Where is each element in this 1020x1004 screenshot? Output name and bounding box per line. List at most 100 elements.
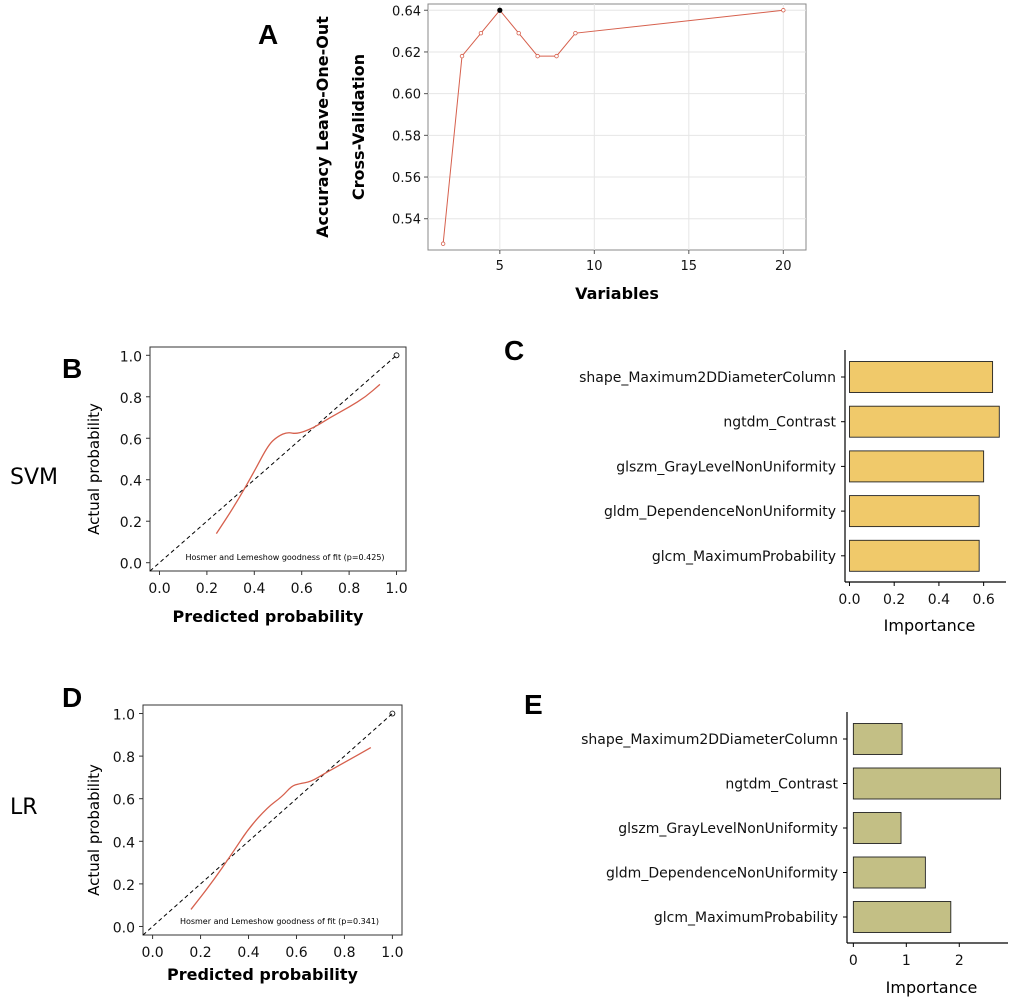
y-tick-label: 0.6 — [113, 793, 135, 809]
calibration-curve — [190, 746, 372, 910]
y-tick-label: 0.0 — [120, 557, 142, 573]
y-tick-label: 0.56 — [392, 171, 421, 186]
x-tick-label: 5 — [496, 259, 504, 274]
x-tick-label: 0.6 — [291, 581, 313, 597]
data-point — [459, 53, 465, 59]
x-tick-label: 0.8 — [333, 945, 355, 961]
data-point — [781, 8, 786, 13]
x-axis-title: Predicted probability — [173, 607, 365, 626]
x-tick-label: 1.0 — [385, 581, 407, 597]
x-tick-label: 0.0 — [148, 581, 170, 597]
x-tick-label: 0.2 — [883, 592, 905, 608]
panel-c-svm-importance: shape_Maximum2DDiameterColumn ngtdm_Contr… — [579, 350, 1006, 635]
ideal-endpoint-marker — [393, 352, 400, 359]
x-axis-title: Importance — [886, 978, 978, 997]
feature-label: gldm_DependenceNonUniformity — [606, 866, 838, 882]
x-tick-label: 0.2 — [196, 581, 218, 597]
x-tick-label: 0.4 — [243, 581, 265, 597]
x-tick-label: 1.0 — [381, 945, 403, 961]
data-point — [497, 7, 503, 13]
importance-bar — [849, 361, 994, 393]
data-point — [573, 30, 578, 36]
importance-bar — [852, 767, 1002, 800]
y-tick-label: 0.58 — [392, 129, 421, 144]
y-tick-label: 0.54 — [392, 213, 421, 228]
feature-label: ngtdm_Contrast — [725, 777, 838, 793]
feature-label: shape_Maximum2DDiameterColumn — [579, 370, 836, 386]
y-axis-title-line2: Cross-Validation — [349, 54, 368, 200]
panel-a-accuracy-chart: 0.54 0.56 0.58 0.60 0.62 0.64 5 10 15 20 Variables… — [313, 3, 807, 303]
row-label-lr: LR — [10, 795, 38, 820]
feature-label: glszm_GrayLevelNonUniformity — [616, 459, 836, 475]
y-tick-label: 0.8 — [113, 750, 135, 766]
hosmer-lemeshow-annotation: Hosmer and Lemeshow goodness of fit (p=0… — [180, 917, 379, 926]
x-tick-label: 0.0 — [838, 592, 860, 608]
importance-bar — [849, 539, 980, 572]
data-point — [440, 241, 446, 246]
x-tick-label: 10 — [586, 259, 603, 274]
y-tick-label: 1.0 — [120, 349, 142, 365]
x-tick-label: 0.6 — [285, 945, 307, 961]
calibration-curve — [215, 383, 381, 535]
row-label-svm: SVM — [10, 465, 58, 490]
ideal-endpoint-marker — [389, 710, 396, 717]
x-tick-label: 0.4 — [928, 592, 950, 608]
x-tick-label: 0.2 — [189, 945, 211, 961]
x-axis-title: Variables — [575, 284, 659, 303]
x-axis-title: Importance — [884, 616, 976, 635]
x-tick-label: 15 — [681, 259, 698, 274]
y-tick-label: 0.2 — [120, 515, 142, 531]
importance-bar — [849, 450, 985, 483]
x-tick-label: 1 — [902, 953, 911, 969]
importance-bar — [852, 901, 952, 933]
y-tick-label: 0.62 — [392, 46, 421, 61]
importance-bar — [849, 405, 1000, 438]
plot-frame — [427, 3, 807, 251]
y-axis-title-line1: Accuracy Leave-One-Out — [313, 16, 332, 238]
feature-label: glcm_MaximumProbability — [652, 549, 836, 565]
ideal-diagonal-line — [149, 354, 397, 572]
importance-bar — [852, 856, 926, 889]
y-tick-label: 0.64 — [392, 4, 421, 19]
y-axis-title: Actual probability — [85, 764, 103, 896]
y-tick-label: 0.4 — [113, 835, 135, 851]
data-point — [516, 30, 521, 36]
panel-letter-e: E — [524, 689, 543, 720]
feature-label: glszm_GrayLevelNonUniformity — [618, 821, 838, 837]
x-tick-label: 0 — [849, 953, 858, 969]
panel-letter-a: A — [258, 19, 278, 50]
y-tick-label: 0.60 — [392, 88, 421, 103]
importance-bar — [852, 723, 903, 755]
y-tick-label: 1.0 — [113, 708, 135, 724]
panel-e-lr-importance: shape_Maximum2DDiameterColumn ngtdm_Contr… — [581, 712, 1008, 997]
data-point — [554, 53, 559, 59]
importance-bar — [849, 495, 980, 528]
x-tick-label: 0.4 — [237, 945, 259, 961]
y-tick-label: 0.2 — [113, 878, 135, 894]
data-point — [478, 30, 484, 36]
x-tick-label: 0.8 — [338, 581, 360, 597]
panel-d-lr-calibration: 0.0 0.2 0.4 0.6 0.8 1.0 0.0 0.2 0.4 0.6 0.8 1.0 Hosm… — [85, 704, 404, 984]
hosmer-lemeshow-annotation: Hosmer and Lemeshow goodness of fit (p=0… — [185, 553, 384, 562]
y-tick-label: 0.4 — [120, 474, 142, 490]
panel-letter-b: B — [62, 353, 82, 384]
y-tick-label: 0.0 — [113, 920, 135, 936]
x-tick-label: 20 — [775, 259, 792, 274]
panel-letter-c: C — [504, 335, 524, 366]
x-tick-label: 2 — [955, 953, 964, 969]
y-axis-title: Actual probability — [85, 403, 103, 535]
feature-label: gldm_DependenceNonUniformity — [604, 504, 836, 520]
feature-label: ngtdm_Contrast — [723, 415, 836, 431]
y-tick-label: 0.8 — [120, 391, 142, 407]
x-axis-title: Predicted probability — [167, 965, 359, 984]
x-tick-label: 0.0 — [141, 945, 163, 961]
panel-b-svm-calibration: 0.0 0.2 0.4 0.6 0.8 1.0 0.0 0.2 0.4 0.6 0.8 1.0 Hosm… — [85, 346, 408, 626]
feature-label: glcm_MaximumProbability — [654, 910, 838, 926]
panel-letter-d: D — [62, 682, 82, 713]
x-tick-label: 0.6 — [973, 592, 995, 608]
importance-bar — [852, 812, 902, 844]
data-point — [535, 53, 540, 59]
y-tick-label: 0.6 — [120, 432, 142, 448]
feature-label: shape_Maximum2DDiameterColumn — [581, 732, 838, 748]
